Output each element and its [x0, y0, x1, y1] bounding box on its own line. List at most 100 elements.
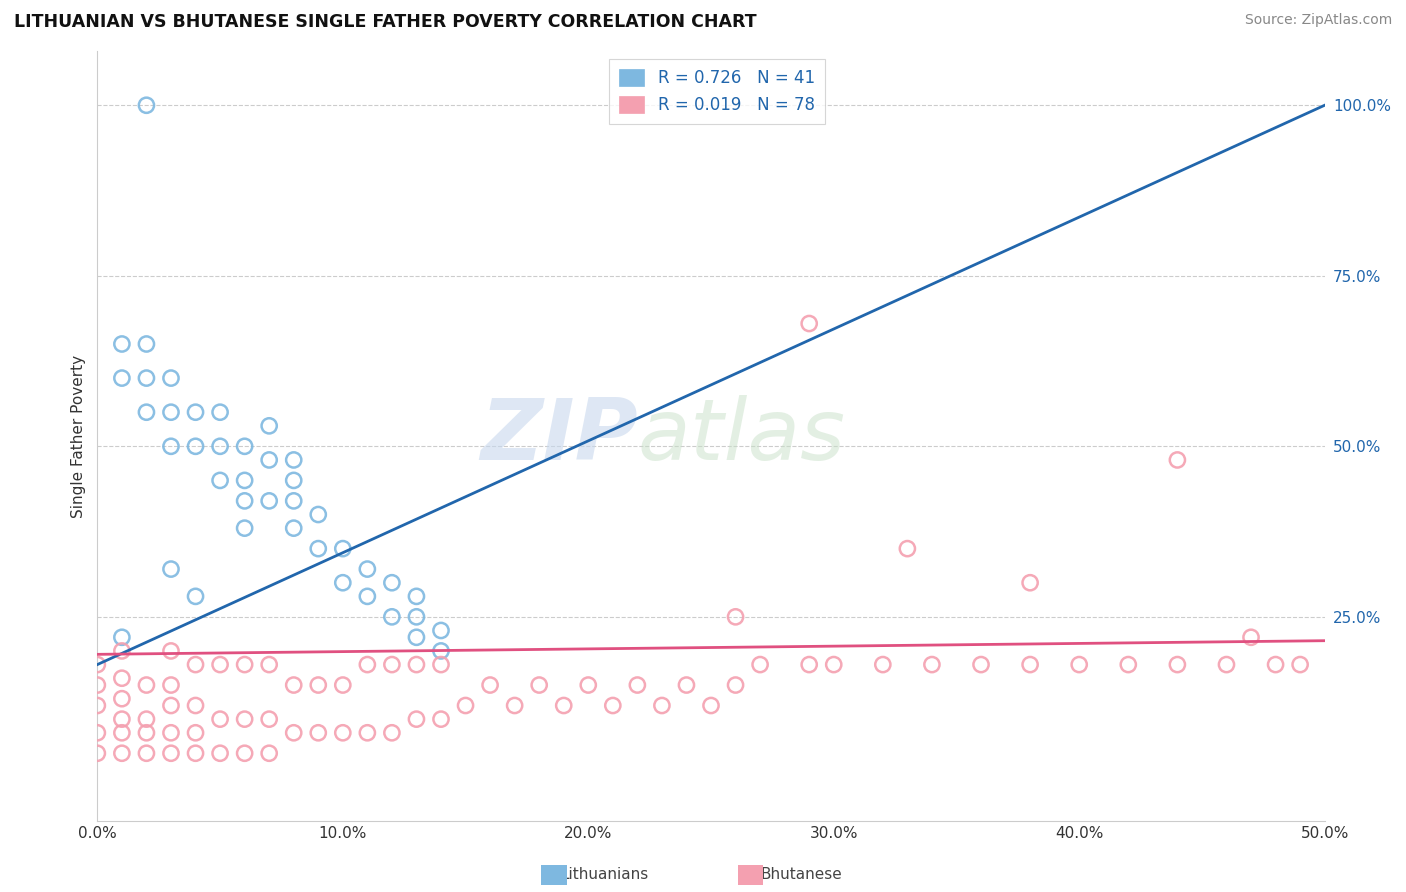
Point — [332, 575, 354, 590]
Point — [233, 439, 256, 453]
Point — [233, 494, 256, 508]
Point — [257, 712, 280, 726]
Point — [111, 746, 134, 760]
Point — [1240, 630, 1263, 644]
Point — [111, 691, 134, 706]
Point — [430, 644, 453, 658]
Point — [454, 698, 477, 713]
Point — [307, 541, 329, 556]
Text: LITHUANIAN VS BHUTANESE SINGLE FATHER POVERTY CORRELATION CHART: LITHUANIAN VS BHUTANESE SINGLE FATHER PO… — [14, 13, 756, 31]
Point — [184, 657, 207, 672]
Point — [356, 590, 378, 604]
Point — [257, 746, 280, 760]
Point — [527, 678, 550, 692]
Point — [86, 678, 108, 692]
Point — [86, 698, 108, 713]
Point — [430, 624, 453, 638]
Point — [724, 610, 747, 624]
Point — [233, 712, 256, 726]
Point — [1019, 657, 1042, 672]
Point — [749, 657, 772, 672]
Point — [700, 698, 723, 713]
Point — [135, 337, 157, 351]
Point — [184, 405, 207, 419]
Legend: R = 0.726   N = 41, R = 0.019   N = 78: R = 0.726 N = 41, R = 0.019 N = 78 — [609, 59, 825, 124]
Point — [381, 726, 404, 740]
Point — [209, 474, 232, 488]
Point — [921, 657, 943, 672]
Point — [184, 439, 207, 453]
Point — [111, 712, 134, 726]
Point — [160, 439, 183, 453]
Text: Lithuanians: Lithuanians — [561, 867, 648, 881]
Point — [1289, 657, 1312, 672]
Point — [257, 657, 280, 672]
Point — [405, 590, 427, 604]
Point — [209, 712, 232, 726]
Point — [1069, 657, 1091, 672]
Point — [553, 698, 575, 713]
Point — [184, 746, 207, 760]
Point — [209, 439, 232, 453]
Point — [233, 521, 256, 535]
Point — [184, 698, 207, 713]
Point — [332, 541, 354, 556]
Text: Source: ZipAtlas.com: Source: ZipAtlas.com — [1244, 13, 1392, 28]
Point — [257, 494, 280, 508]
Point — [332, 726, 354, 740]
Point — [896, 541, 918, 556]
Point — [257, 453, 280, 467]
Point — [970, 657, 993, 672]
Point — [283, 726, 305, 740]
Point — [307, 678, 329, 692]
Point — [503, 698, 526, 713]
Point — [160, 726, 183, 740]
Point — [135, 746, 157, 760]
Point — [111, 337, 134, 351]
Point — [160, 405, 183, 419]
Point — [307, 726, 329, 740]
Point — [111, 371, 134, 385]
Point — [1019, 575, 1042, 590]
Point — [602, 698, 624, 713]
Point — [209, 405, 232, 419]
Point — [430, 712, 453, 726]
Point — [405, 712, 427, 726]
Point — [135, 712, 157, 726]
Point — [823, 657, 845, 672]
Point — [135, 371, 157, 385]
Point — [626, 678, 648, 692]
Point — [135, 678, 157, 692]
Point — [184, 726, 207, 740]
Point — [307, 508, 329, 522]
Point — [479, 678, 502, 692]
Y-axis label: Single Father Poverty: Single Father Poverty — [72, 354, 86, 517]
Point — [283, 494, 305, 508]
Point — [356, 657, 378, 672]
Point — [160, 678, 183, 692]
Point — [160, 371, 183, 385]
Point — [283, 678, 305, 692]
Point — [86, 726, 108, 740]
Point — [283, 521, 305, 535]
Point — [111, 726, 134, 740]
Point — [675, 678, 697, 692]
Point — [86, 746, 108, 760]
Point — [135, 98, 157, 112]
Point — [233, 474, 256, 488]
Point — [799, 317, 821, 331]
Point — [651, 698, 673, 713]
Point — [1215, 657, 1237, 672]
Point — [381, 575, 404, 590]
Point — [233, 657, 256, 672]
Point — [135, 405, 157, 419]
Point — [209, 746, 232, 760]
Text: Bhutanese: Bhutanese — [761, 867, 842, 881]
Text: atlas: atlas — [637, 394, 845, 477]
Point — [160, 698, 183, 713]
Point — [111, 671, 134, 685]
Point — [184, 590, 207, 604]
Point — [160, 644, 183, 658]
Point — [160, 746, 183, 760]
Point — [576, 678, 599, 692]
